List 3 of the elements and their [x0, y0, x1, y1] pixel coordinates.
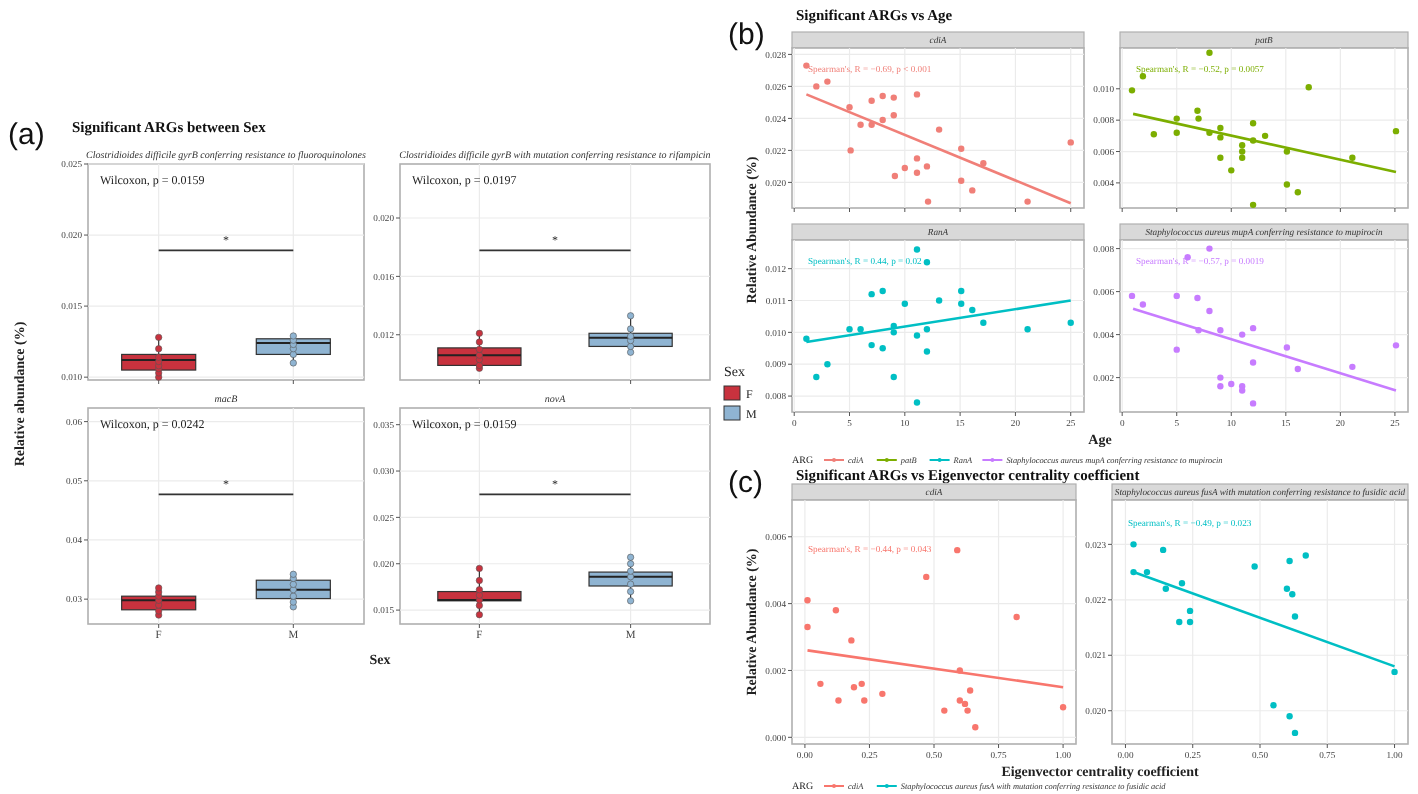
- text: (b): [728, 18, 765, 52]
- text: (a): [8, 118, 45, 152]
- text: (c): [728, 466, 763, 500]
